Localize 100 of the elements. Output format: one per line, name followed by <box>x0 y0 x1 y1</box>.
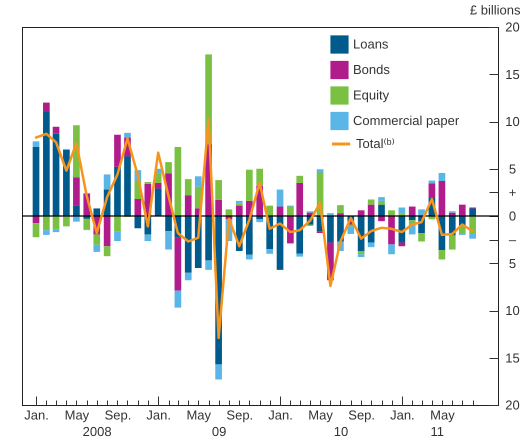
bar <box>448 235 456 250</box>
bar <box>184 195 192 216</box>
x-tick-label: Jan. <box>268 408 293 422</box>
bar <box>438 250 446 260</box>
bar <box>43 216 50 230</box>
y-tick-label: 20 <box>505 20 520 34</box>
x-tick-label: May <box>186 408 212 422</box>
bar <box>104 174 110 190</box>
bar <box>296 176 304 183</box>
bar <box>104 246 110 256</box>
y-tick-label: 5 <box>508 161 516 176</box>
bar <box>114 231 121 242</box>
y-tick-label: 10 <box>505 114 520 129</box>
bar <box>438 173 446 182</box>
y-tick-label: 15 <box>505 66 520 82</box>
bar <box>73 177 80 206</box>
legend-label: Loans <box>353 36 389 52</box>
bar <box>368 242 374 248</box>
bar <box>398 207 406 214</box>
bar <box>174 238 182 291</box>
y-tick-label: 0 <box>508 208 516 224</box>
bar <box>93 234 100 245</box>
bar <box>428 183 436 198</box>
x-tick-label: Jan. <box>146 408 171 422</box>
bar <box>378 197 385 201</box>
bar <box>43 112 50 216</box>
bar <box>184 179 192 196</box>
bar <box>194 176 202 187</box>
x-tick-label: Jan. <box>390 408 415 422</box>
bar <box>134 216 142 228</box>
bar <box>337 205 344 214</box>
bar <box>347 226 354 234</box>
bar <box>184 272 192 280</box>
y-tick-label: + <box>508 184 516 200</box>
bar <box>276 206 284 216</box>
bar <box>174 147 182 216</box>
bar <box>165 231 172 250</box>
bar <box>165 162 172 174</box>
bar <box>469 208 476 216</box>
bar <box>205 260 212 270</box>
bar <box>358 250 364 254</box>
bar <box>83 218 90 230</box>
bar <box>165 216 172 232</box>
bar <box>52 216 60 230</box>
bar <box>388 244 395 254</box>
text: 11 <box>430 424 444 439</box>
bar <box>378 216 385 222</box>
y-tick-label: – <box>508 232 517 248</box>
bar <box>276 216 284 270</box>
legend-label: Commercial paper <box>353 113 460 128</box>
bar <box>469 233 476 239</box>
bar <box>43 102 50 112</box>
text: 2008 <box>82 424 112 439</box>
bar <box>32 141 40 148</box>
y-tick-label: 5 <box>508 256 516 271</box>
legend-label: Bonds <box>353 62 390 77</box>
bar <box>93 208 100 216</box>
line-series <box>34 117 474 340</box>
legend-label: Equity <box>353 88 390 102</box>
bar <box>73 206 80 216</box>
x-tick-label: Sep. <box>226 408 254 422</box>
bar <box>104 216 110 246</box>
bar <box>52 134 60 216</box>
text: 10 <box>334 424 348 439</box>
bar <box>32 147 40 216</box>
bar <box>316 169 324 173</box>
bar <box>398 242 406 246</box>
bar <box>124 132 131 138</box>
bar <box>276 190 284 207</box>
bar <box>174 290 182 308</box>
bar <box>154 182 162 189</box>
bar <box>378 200 385 205</box>
bar <box>63 216 70 226</box>
bar <box>418 233 425 242</box>
bar <box>368 199 374 205</box>
bar <box>43 230 50 235</box>
x-tick-label: May <box>64 408 90 422</box>
bar <box>32 223 40 238</box>
bar <box>114 134 121 167</box>
y-tick-label: 10 <box>505 303 520 318</box>
x-tick-label: May <box>430 408 456 422</box>
bar <box>154 188 162 216</box>
bar <box>114 216 121 232</box>
bar <box>428 180 436 184</box>
y-tick-label: 20 <box>505 398 520 412</box>
bar <box>215 200 222 216</box>
x-tick-label: Jan. <box>24 408 49 422</box>
bar <box>134 198 142 216</box>
bar <box>266 249 274 254</box>
x-tick-label: May <box>308 408 334 422</box>
x-tick-label: Sep. <box>104 408 132 422</box>
bar <box>246 254 253 260</box>
bar <box>184 216 192 273</box>
x-tick-label: Sep. <box>348 408 376 422</box>
bar <box>458 204 466 216</box>
bar <box>144 234 152 242</box>
bar <box>408 206 416 216</box>
y-axis-title: £ billions <box>470 2 521 18</box>
bar <box>215 364 222 380</box>
bar <box>215 180 222 200</box>
